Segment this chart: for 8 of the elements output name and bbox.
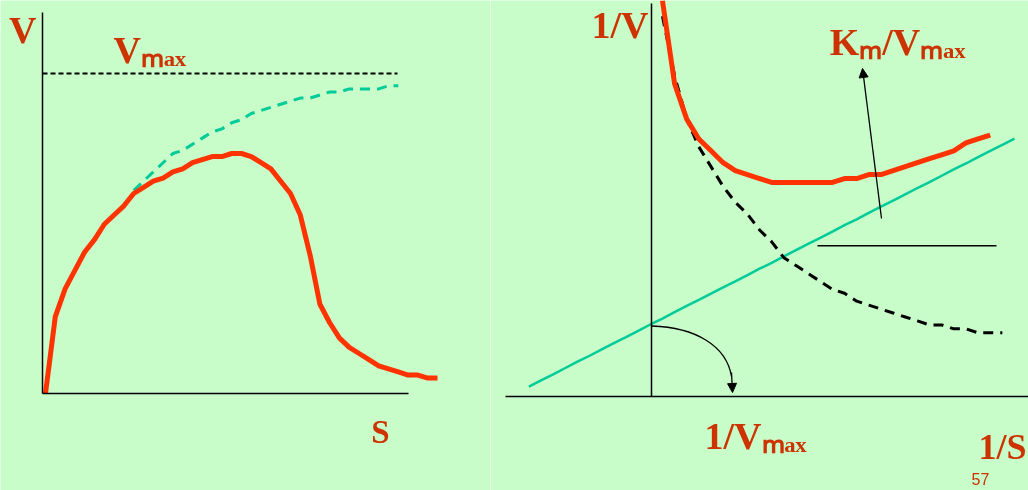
x-axis-title: S (371, 413, 390, 450)
y-axis-title: 1/V (591, 3, 650, 46)
text: 1/Vₘₐₓ (704, 414, 807, 457)
ref-line-label: Vₘₐₓ (113, 28, 187, 71)
x-axis-title: 1/S (978, 426, 1027, 467)
text: 57 (971, 470, 990, 488)
y-axis-title: V (9, 8, 38, 51)
annotation: Kₘ/Vₘₐₓ (829, 20, 966, 63)
